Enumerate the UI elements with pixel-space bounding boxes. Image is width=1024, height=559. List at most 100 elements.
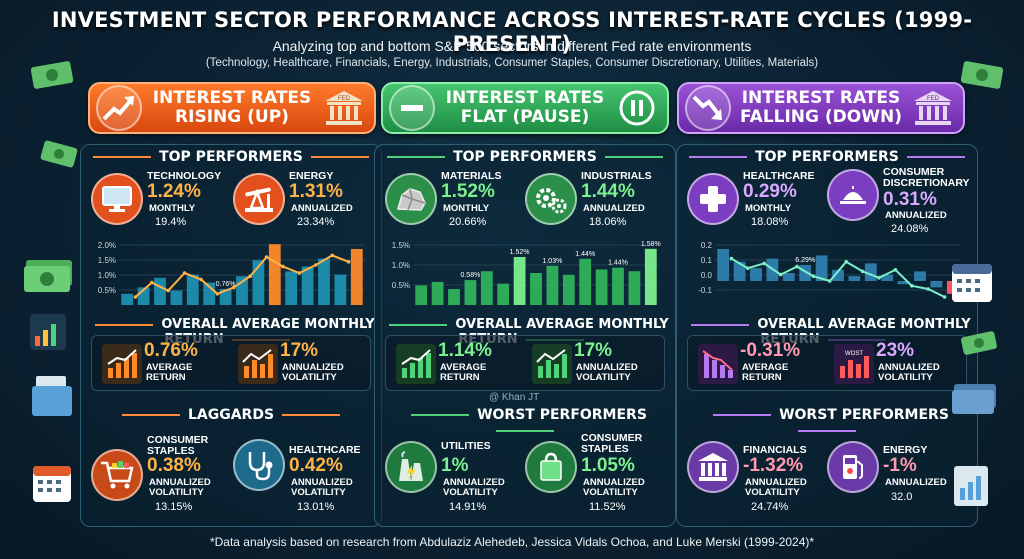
footer-source-note: *Data analysis based on research from Ab… <box>209 535 815 549</box>
medical-cross-icon <box>687 173 739 225</box>
worst-value: 1.05% <box>581 455 635 476</box>
y-tick-label: 0.2 <box>701 241 713 250</box>
volatility-bars-icon: WOST <box>834 344 874 384</box>
volatility-value: 17% <box>280 340 319 361</box>
chart-point <box>795 264 799 269</box>
chart-bar <box>448 289 460 305</box>
volatility-label-1: ANNUALIZED <box>576 362 638 373</box>
monitor-icon <box>91 173 143 225</box>
average-label-1: AVERAGE <box>742 362 789 373</box>
chart-point <box>182 271 187 275</box>
data-label: 1.44% <box>608 260 628 267</box>
folder-documents-icon <box>32 376 72 416</box>
laggard-sub: 13.15% <box>155 501 193 513</box>
average-box: 1.14% AVERAGE RETURN 17% ANNUALIZED VOLATI… <box>385 335 665 391</box>
volatility-bars-icon <box>532 344 572 384</box>
banner-flat-line1: INTEREST RATES <box>445 88 605 108</box>
worst-sub: 32.0 <box>891 491 913 503</box>
chart-bar <box>513 257 526 305</box>
banner-rising-line1: INTEREST RATES <box>152 88 312 108</box>
chart-bar <box>464 280 477 305</box>
chart-bar <box>612 267 624 305</box>
data-label: 0.76% <box>216 281 236 288</box>
average-box: 0.76% AVERAGE RETURN 17% ANNUALIZED VOLATI… <box>91 335 371 391</box>
volatility-value: 23% <box>876 340 915 361</box>
worst-value: 1% <box>441 455 469 476</box>
performer-materials: MATERIALS 1.52% MONTHLY 20.66% <box>385 169 533 247</box>
chart-bar <box>782 273 795 281</box>
banner-rising-line2: RISING (UP) <box>175 107 289 127</box>
chart-bar <box>864 263 877 281</box>
average-return-stat: 0.76% AVERAGE RETURN <box>96 340 226 390</box>
performer-sub: 20.66% <box>449 216 487 228</box>
fed-badge-text: FED <box>927 96 940 102</box>
average-label-2: RETURN <box>742 372 782 383</box>
y-tick-label: 0.1 <box>701 256 713 265</box>
performer-label: ANNUALIZED <box>583 203 645 214</box>
rock-icon <box>385 173 437 225</box>
chart-bar <box>579 258 592 305</box>
chart-bar <box>530 273 542 305</box>
chart-bar <box>301 266 314 305</box>
y-tick-label: 1.5% <box>98 256 116 265</box>
rising-bars-icon <box>102 344 142 384</box>
trend-up-arrow-icon <box>96 85 142 131</box>
performer-value: 1.31% <box>289 181 343 202</box>
watermark: @ Khan JT <box>489 392 540 403</box>
column-flat: TOP PERFORMERS MATERIALS 1.52% MONTHLY 2… <box>374 144 676 527</box>
page-title: INVESTMENT SECTOR PERFORMANCE ACROSS INT… <box>51 8 973 56</box>
chart-point <box>346 260 351 264</box>
average-label-1: AVERAGE <box>440 362 487 373</box>
falling-returns-chart: 0.2 0.1 0.0 -0.1 6.29% <box>698 241 961 299</box>
chart-trend-line <box>134 254 349 298</box>
banner-flat: INTEREST RATES FLAT (PAUSE) <box>381 82 669 134</box>
worst-sub: 24.74% <box>751 501 789 513</box>
money-bill-icon <box>961 331 997 355</box>
cash-stack-icon <box>952 384 996 414</box>
performer-sub: 18.06% <box>589 216 627 228</box>
average-label-1: AVERAGE <box>146 362 193 373</box>
cash-stack-icon <box>24 260 72 292</box>
chart-point <box>133 295 138 299</box>
laggard-name: HEALTHCARE <box>289 444 361 456</box>
chart-bar <box>881 274 894 281</box>
volatility-label-2: VOLATILITY <box>576 372 631 383</box>
chart-bar <box>644 248 657 305</box>
chart-point <box>281 264 285 269</box>
fed-badge-text: FED <box>338 96 351 102</box>
laggard-sub: 13.01% <box>297 501 335 513</box>
top-performers-heading: TOP PERFORMERS <box>677 149 977 165</box>
performer-value: 1.44% <box>581 181 635 202</box>
worst-performers-heading: WORST PERFORMERS <box>375 407 675 439</box>
performer-label: ANNUALIZED <box>291 203 353 214</box>
performer-sub: 24.08% <box>891 223 929 235</box>
chart-point <box>330 253 334 258</box>
chart-bar <box>733 261 746 281</box>
chart-bar <box>930 281 943 288</box>
chart-bar <box>628 271 641 305</box>
chart-point <box>729 256 734 261</box>
worst-label: ANNUALIZED <box>885 477 947 488</box>
average-label-2: RETURN <box>146 372 186 383</box>
data-label: 1.44% <box>575 251 595 258</box>
chart-bar <box>595 269 608 305</box>
data-label: 0.58% <box>460 272 480 279</box>
average-return-stat: -0.31% AVERAGE RETURN <box>692 340 822 390</box>
performer-name: TECHNOLOGY <box>147 170 222 182</box>
chart-point <box>762 261 766 266</box>
average-box: -0.31% AVERAGE RETURN WOST 23% ANNUALIZED… <box>687 335 967 391</box>
worst-label: ANNUALIZED VOLATILITY <box>745 477 807 498</box>
worst-energy: ENERGY -1% ANNUALIZED 32.0 <box>827 433 975 525</box>
chart-point <box>828 279 832 283</box>
worst-consumer-staples: CONSUMER STAPLES 1.05% ANNUALIZED VOLATI… <box>525 433 673 525</box>
performer-name: HEALTHCARE <box>743 170 815 182</box>
laggard-name: CONSUMER STAPLES <box>147 434 209 457</box>
performer-value: 0.31% <box>883 189 937 210</box>
money-bill-icon <box>30 61 74 89</box>
top-performers-heading: TOP PERFORMERS <box>375 149 675 165</box>
trend-down-arrow-icon <box>685 85 731 131</box>
performer-technology: TECHNOLOGY 1.24% MONTHLY 19.4% <box>91 169 239 247</box>
money-bill-icon <box>960 61 1004 89</box>
power-plant-icon <box>385 441 437 493</box>
performer-name: ENERGY <box>289 170 334 182</box>
